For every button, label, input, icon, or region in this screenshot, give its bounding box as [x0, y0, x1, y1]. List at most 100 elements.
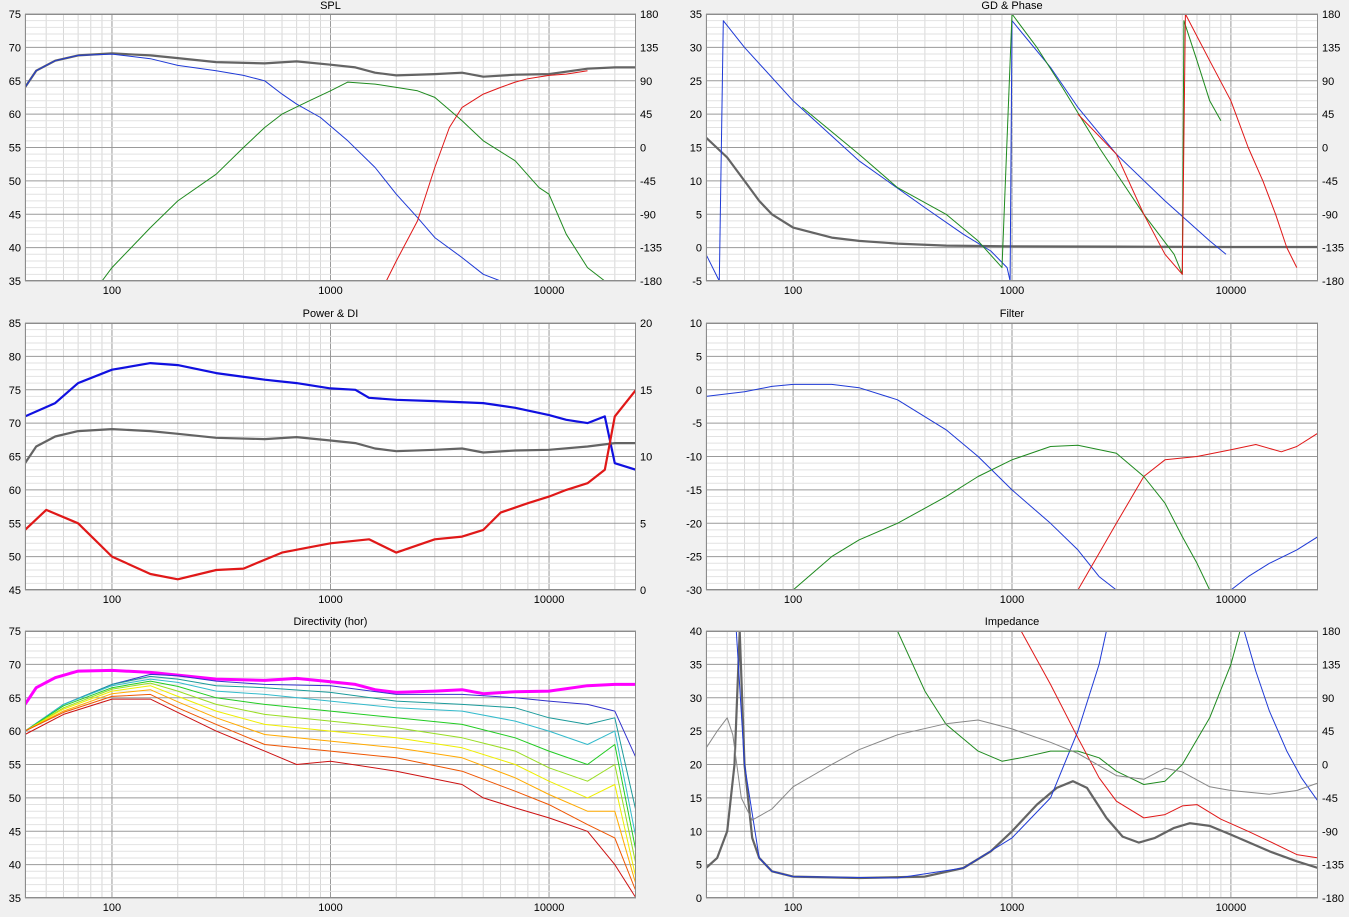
- x-tick-label: 1000: [1000, 285, 1024, 297]
- y2-tick-label: -90: [640, 209, 656, 221]
- chart-title: SPL: [320, 0, 341, 12]
- series-line-8: [25, 689, 636, 885]
- grid: [24, 322, 636, 591]
- y2-tick-label: -180: [1322, 893, 1344, 905]
- series-line-4: [25, 678, 636, 838]
- y-tick-label: 75: [9, 385, 21, 397]
- x-tick-label: 100: [784, 594, 802, 606]
- series-line-2: [25, 673, 636, 759]
- x-tick-label: 1000: [318, 902, 342, 914]
- y2-tick-label: -135: [640, 243, 662, 255]
- y2-tick-label: -90: [1322, 826, 1338, 838]
- y2-tick-label: -135: [1322, 860, 1344, 872]
- y2-tick-label: -180: [1322, 276, 1344, 288]
- y-tick-label: 5: [696, 860, 702, 872]
- y2-tick-label: 5: [640, 518, 646, 530]
- y2-tick-label: 90: [1322, 693, 1334, 705]
- x-tick-label: 1000: [318, 285, 342, 297]
- chart-title: Power & DI: [303, 308, 359, 320]
- x-tick-label: 10000: [1216, 594, 1247, 606]
- impedance-chart: Impedance 0 5 10 15 20 25 30 35 40 -180 -135 -90 -45 0…: [690, 616, 1344, 914]
- series-group: [706, 14, 1318, 281]
- y-tick-label: 85: [9, 318, 21, 330]
- y2-tick-label: -180: [640, 276, 662, 288]
- y2-tick-label: 180: [640, 9, 658, 21]
- y2-tick-label: -45: [1322, 793, 1338, 805]
- y-tick-label: 75: [9, 9, 21, 21]
- y2-tick-label: -45: [640, 176, 656, 188]
- series-line-0: [25, 362, 636, 471]
- y-tick-label: 60: [9, 109, 21, 121]
- y-tick-label: 60: [9, 726, 21, 738]
- series-line-1: [706, 20, 1227, 281]
- series-line-2: [25, 389, 636, 581]
- chart-title: Filter: [1000, 308, 1025, 320]
- series-line-2: [897, 631, 1241, 785]
- y2-tick-label: 20: [640, 318, 652, 330]
- y2-tick-label: 90: [640, 76, 652, 88]
- series-line-0: [706, 136, 1318, 249]
- series-line-3: [1020, 631, 1318, 859]
- grid: [705, 322, 1318, 591]
- x-tick-label: 10000: [534, 594, 565, 606]
- y-tick-label: 50: [9, 176, 21, 188]
- y-tick-label: 25: [690, 726, 702, 738]
- y2-tick-label: 0: [640, 143, 646, 155]
- y-tick-label: 65: [9, 452, 21, 464]
- y-tick-label: 5: [696, 209, 702, 221]
- y-tick-label: 10: [690, 176, 702, 188]
- series-group: [25, 362, 636, 581]
- y2-tick-label: 45: [640, 109, 652, 121]
- y2-tick-label: 180: [1322, 626, 1340, 638]
- series-line-7: [25, 685, 636, 879]
- y2-tick-label: 10: [640, 452, 652, 464]
- y2-tick-label: 180: [1322, 9, 1340, 21]
- y-tick-label: 0: [696, 893, 702, 905]
- y-tick-label: -20: [686, 518, 702, 530]
- x-tick-label: 10000: [1216, 285, 1247, 297]
- y-tick-label: 30: [690, 42, 702, 54]
- y-tick-label: 55: [9, 760, 21, 772]
- x-tick-label: 100: [103, 902, 121, 914]
- x-tick-label: 100: [103, 594, 121, 606]
- y2-tick-label: 0: [640, 585, 646, 597]
- y-tick-label: 60: [9, 485, 21, 497]
- y-tick-label: 50: [9, 552, 21, 564]
- y-tick-label: 20: [690, 109, 702, 121]
- chart-title: Impedance: [985, 616, 1039, 628]
- y-tick-label: 35: [690, 659, 702, 671]
- y-tick-label: 40: [690, 626, 702, 638]
- x-tick-label: 10000: [534, 285, 565, 297]
- grid: [705, 630, 1318, 899]
- plot-frame: [25, 14, 636, 281]
- y-tick-label: 35: [9, 276, 21, 288]
- y-tick-label: 80: [9, 351, 21, 363]
- directivity-chart: Directivity (hor) 35 40 45 50 55 60 65 70 75 100 10…: [9, 616, 636, 914]
- x-tick-label: 10000: [534, 902, 565, 914]
- y-tick-label: 35: [9, 893, 21, 905]
- filter-chart: Filter -30 -25 -20 -15 -10 -5 0 5 10 100 1000 10000: [686, 308, 1318, 606]
- x-tick-label: 100: [784, 285, 802, 297]
- plot-frame: [706, 14, 1318, 281]
- y2-tick-label: 135: [1322, 42, 1340, 54]
- series-line-9: [25, 693, 636, 892]
- series-line-3: [25, 675, 636, 812]
- y-tick-label: 40: [9, 860, 21, 872]
- y-tick-label: 0: [696, 385, 702, 397]
- series-line-10: [25, 698, 636, 898]
- series-line-2: [801, 14, 1222, 275]
- y-tick-label: 55: [9, 143, 21, 155]
- y-tick-label: 10: [690, 318, 702, 330]
- series-line-1: [25, 668, 636, 706]
- series-line-3: [385, 70, 588, 281]
- y-tick-label: 35: [690, 9, 702, 21]
- y2-tick-label: 135: [640, 42, 658, 54]
- y-tick-label: 45: [9, 585, 21, 597]
- series-line-1: [1077, 432, 1318, 590]
- series-line-6: [25, 682, 636, 865]
- series-line-5: [706, 717, 1318, 821]
- y-tick-label: 0: [696, 243, 702, 255]
- y-tick-label: -25: [686, 552, 702, 564]
- series-line-4: [1243, 631, 1318, 802]
- y-tick-label: 10: [690, 826, 702, 838]
